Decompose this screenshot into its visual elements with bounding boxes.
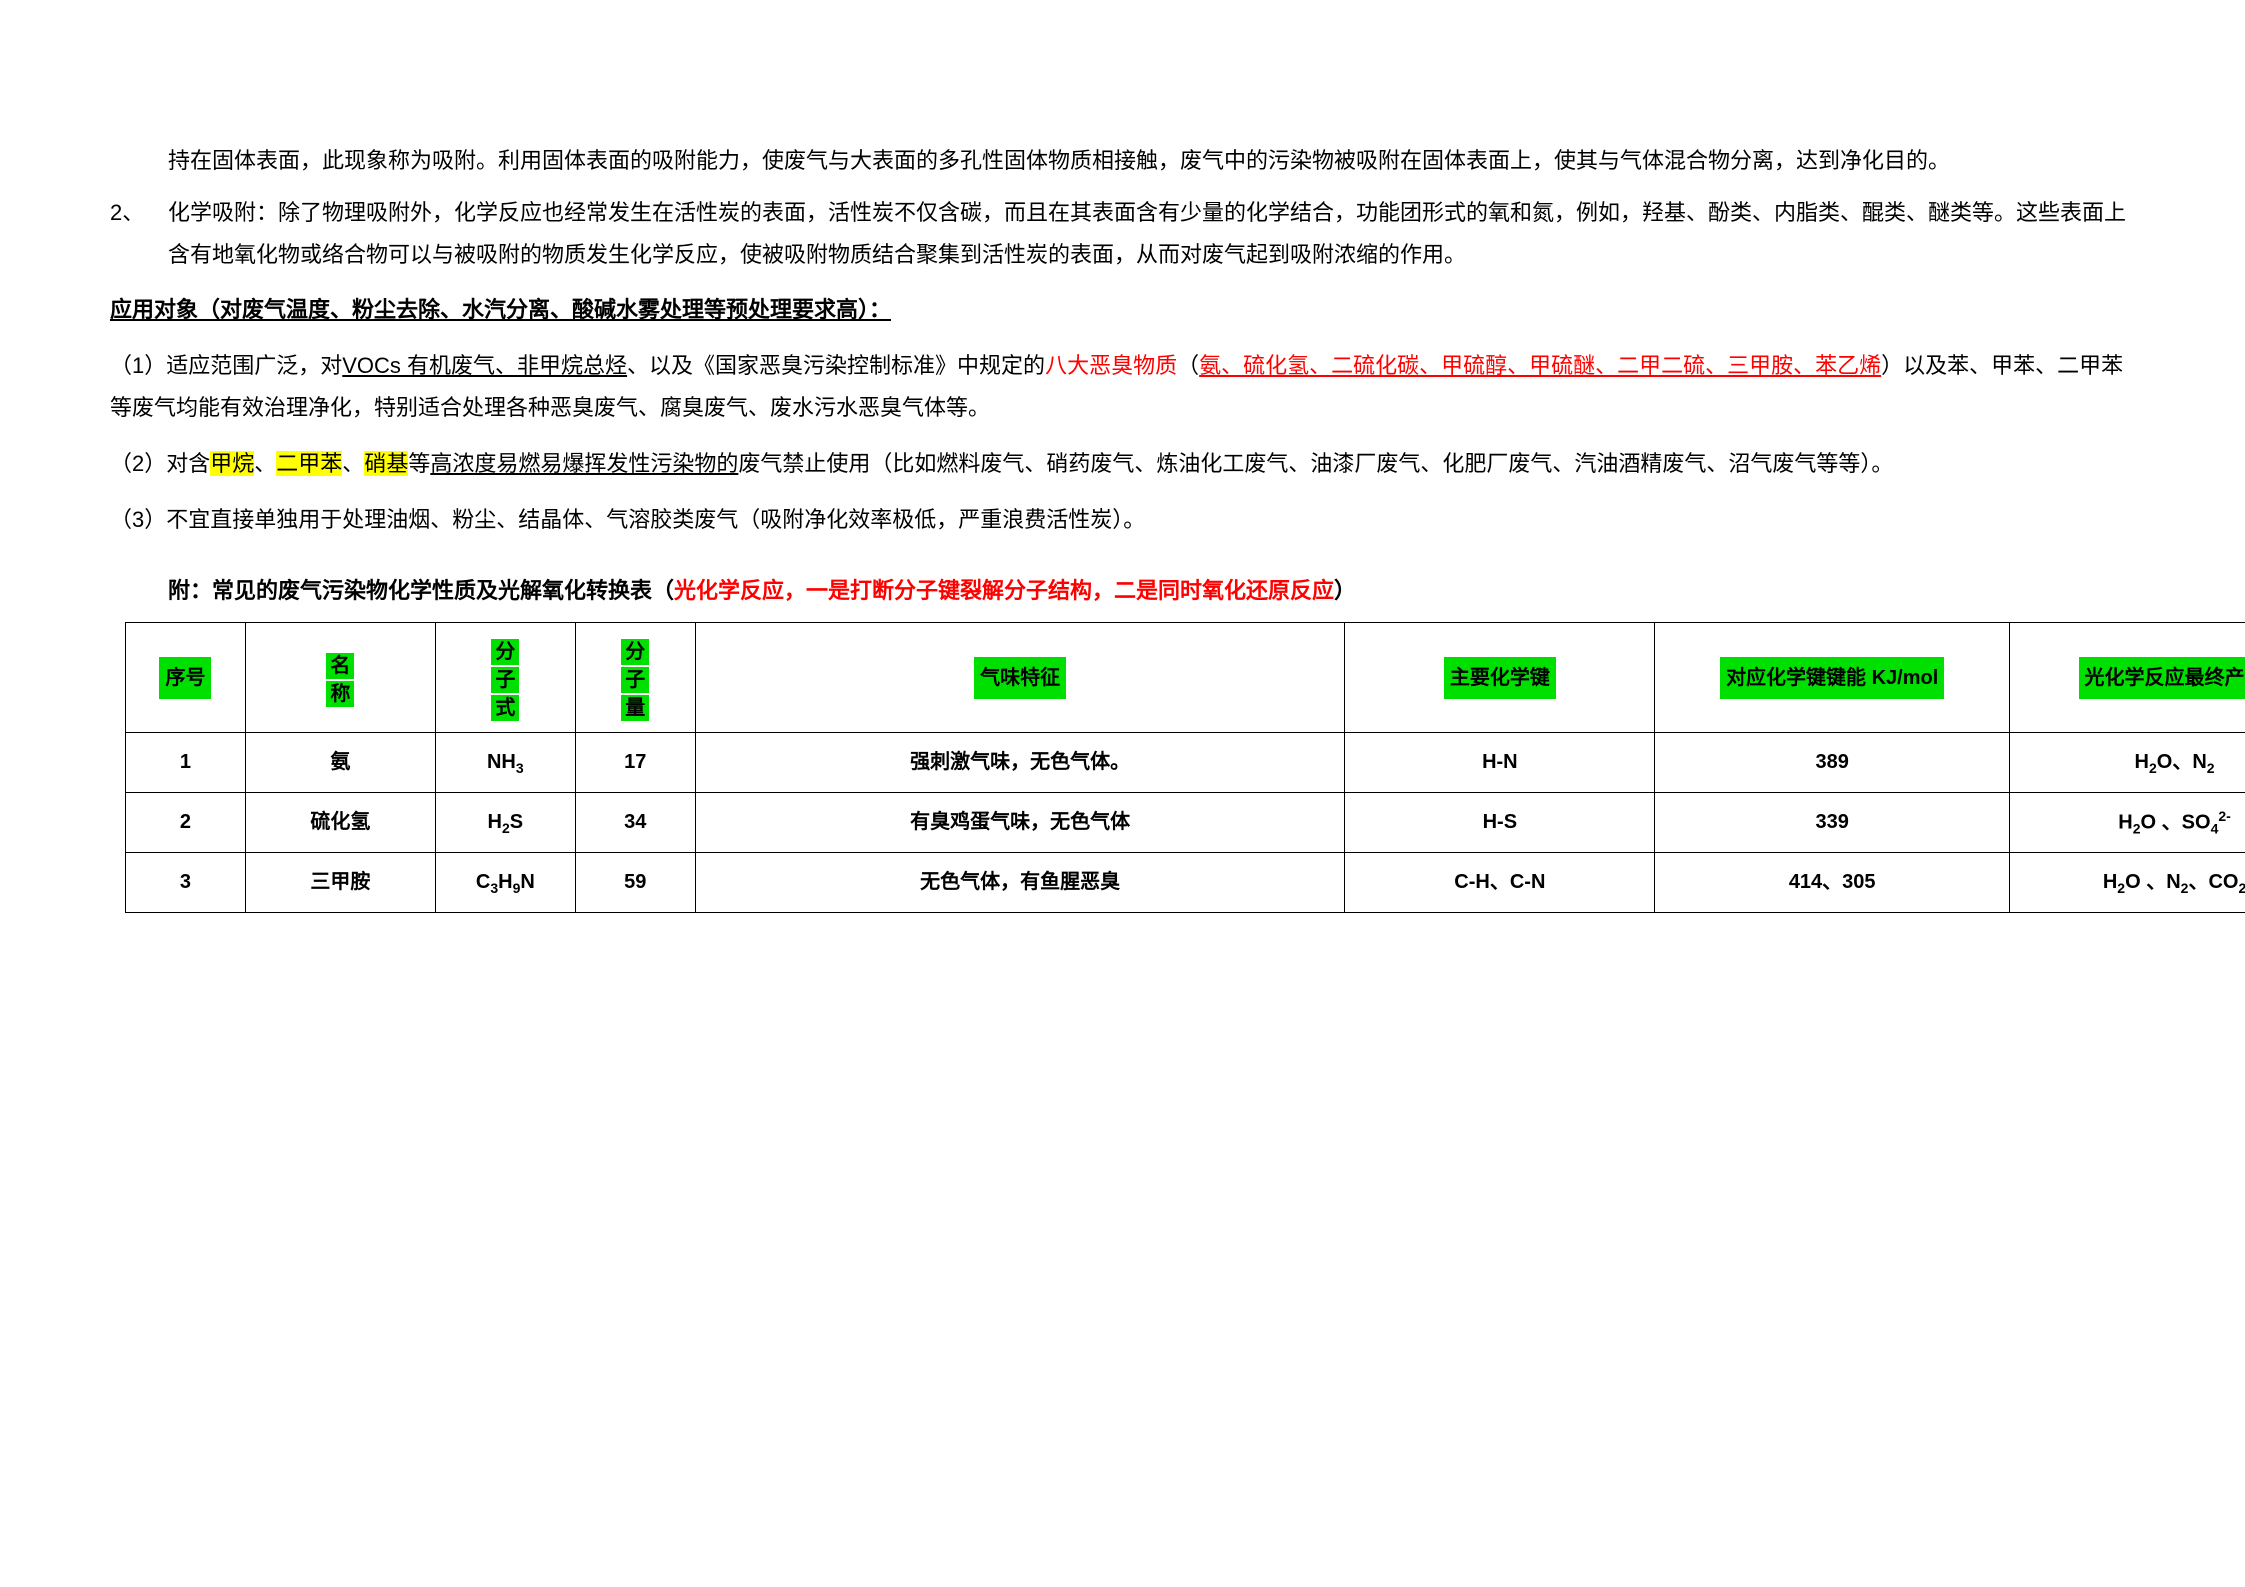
- text: （2）对含: [110, 451, 210, 476]
- text: ）: [1881, 353, 1903, 378]
- underline-text: 高浓度易燃易爆挥发性污染物的: [430, 451, 738, 476]
- cell-product: H2O 、SO42-: [2010, 792, 2245, 852]
- header-label-vertical: 分子量: [621, 638, 649, 722]
- paragraph-continuation: 持在固体表面，此现象称为吸附。利用固体表面的吸附能力，使废气与大表面的多孔性固体…: [168, 140, 2135, 182]
- col-bond: 主要化学键: [1345, 623, 1655, 733]
- text: 废气禁止使用（比如燃料废气、硝药废气、炼油化工废气、油漆厂废气、化肥厂废气、汽油…: [738, 451, 1893, 476]
- cell-energy: 389: [1655, 733, 2010, 793]
- paragraph-3: （3）不宜直接单独用于处理油烟、粉尘、结晶体、气溶胶类废气（吸附净化效率极低，严…: [110, 499, 2135, 541]
- text: ）: [1334, 578, 1356, 603]
- header-label: 主要化学键: [1444, 657, 1556, 699]
- cell-mw: 17: [575, 733, 695, 793]
- cell-formula: H2S: [435, 792, 575, 852]
- cell-seq: 3: [126, 853, 246, 913]
- cell-bond: C-H、C-N: [1345, 853, 1655, 913]
- col-energy: 对应化学键键能 KJ/mol: [1655, 623, 2010, 733]
- table-row: 1氨NH317强刺激气味，无色气体。H-N389H2O、N2: [126, 733, 2245, 793]
- header-label: 气味特征: [974, 657, 1066, 699]
- cell-mw: 59: [575, 853, 695, 913]
- list-item-2: 2、 化学吸附：除了物理吸附外，化学反应也经常发生在活性炭的表面，活性炭不仅含碳…: [110, 192, 2135, 276]
- cell-smell: 强刺激气味，无色气体。: [695, 733, 1345, 793]
- paragraph-2: （2）对含甲烷、二甲苯、硝基等高浓度易燃易爆挥发性污染物的废气禁止使用（比如燃料…: [110, 443, 2135, 485]
- cell-mw: 34: [575, 792, 695, 852]
- col-product: 光化学反应最终产物: [2010, 623, 2245, 733]
- table-row: 3三甲胺C3H9N59无色气体，有鱼腥恶臭C-H、C-N414、305H2O 、…: [126, 853, 2245, 913]
- paragraph-1: （1）适应范围广泛，对VOCs 有机废气、非甲烷总烃、以及《国家恶臭污染控制标准…: [110, 345, 2135, 429]
- table-head: 序号 名称 分子式 分子量 气味特征 主要化学键 对应化学键键能 KJ/mol …: [126, 623, 2245, 733]
- col-name: 名称: [245, 623, 435, 733]
- header-label: 序号: [159, 657, 211, 699]
- table-header-row: 序号 名称 分子式 分子量 气味特征 主要化学键 对应化学键键能 KJ/mol …: [126, 623, 2245, 733]
- cell-formula: NH3: [435, 733, 575, 793]
- cell-name: 氨: [245, 733, 435, 793]
- text: （1）适应范围广泛，对: [110, 353, 342, 378]
- list-number: 2、: [110, 192, 168, 276]
- col-smell: 气味特征: [695, 623, 1345, 733]
- red-underline-text: 氨、硫化氢、二硫化碳、甲硫醇、甲硫醚、二甲二硫、三甲胺、苯乙烯: [1199, 353, 1881, 378]
- document-page: 持在固体表面，此现象称为吸附。利用固体表面的吸附能力，使废气与大表面的多孔性固体…: [0, 0, 2245, 913]
- highlight-text: 甲烷: [210, 451, 254, 476]
- highlight-text: 硝基: [364, 451, 408, 476]
- cell-energy: 414、305: [1655, 853, 2010, 913]
- header-label: 光化学反应最终产物: [2079, 657, 2245, 699]
- underline-text: VOCs 有机废气、非甲烷总烃: [342, 353, 627, 378]
- col-formula: 分子式: [435, 623, 575, 733]
- cell-energy: 339: [1655, 792, 2010, 852]
- cell-smell: 有臭鸡蛋气味，无色气体: [695, 792, 1345, 852]
- text: 、以及《国家恶臭污染控制标准》中规定的: [627, 353, 1045, 378]
- cell-product: H2O、N2: [2010, 733, 2245, 793]
- cell-name: 硫化氢: [245, 792, 435, 852]
- cell-name: 三甲胺: [245, 853, 435, 913]
- pollutant-table: 序号 名称 分子式 分子量 气味特征 主要化学键 对应化学键键能 KJ/mol …: [125, 622, 2245, 912]
- table-body: 1氨NH317强刺激气味，无色气体。H-N389H2O、N22硫化氢H2S34有…: [126, 733, 2245, 912]
- text: 附：常见的废气污染物化学性质及光解氧化转换表: [168, 578, 652, 603]
- cell-product: H2O 、N2、CO2: [2010, 853, 2245, 913]
- cell-formula: C3H9N: [435, 853, 575, 913]
- list-body: 化学吸附：除了物理吸附外，化学反应也经常发生在活性炭的表面，活性炭不仅含碳，而且…: [168, 192, 2135, 276]
- cell-seq: 1: [126, 733, 246, 793]
- red-text: 八大恶臭物质: [1045, 353, 1177, 378]
- cell-bond: H-N: [1345, 733, 1655, 793]
- text: 、: [254, 451, 276, 476]
- cell-smell: 无色气体，有鱼腥恶臭: [695, 853, 1345, 913]
- attachment-title: 附：常见的废气污染物化学性质及光解氧化转换表（光化学反应，一是打断分子键裂解分子…: [168, 570, 2135, 612]
- text: 、: [342, 451, 364, 476]
- text: 等: [408, 451, 430, 476]
- text: （: [1177, 353, 1199, 378]
- col-mw: 分子量: [575, 623, 695, 733]
- header-label-vertical: 名称: [326, 652, 354, 708]
- section-heading: 应用对象（对废气温度、粉尘去除、水汽分离、酸碱水雾处理等预处理要求高）：: [110, 289, 2135, 331]
- col-seq: 序号: [126, 623, 246, 733]
- highlight-text: 二甲苯: [276, 451, 342, 476]
- header-label-vertical: 分子式: [491, 638, 519, 722]
- text: （: [652, 578, 674, 603]
- table-row: 2硫化氢H2S34有臭鸡蛋气味，无色气体H-S339H2O 、SO42-: [126, 792, 2245, 852]
- cell-seq: 2: [126, 792, 246, 852]
- header-label: 对应化学键键能 KJ/mol: [1720, 657, 1944, 699]
- cell-bond: H-S: [1345, 792, 1655, 852]
- red-text: 光化学反应，一是打断分子键裂解分子结构，二是同时氧化还原反应: [674, 578, 1334, 603]
